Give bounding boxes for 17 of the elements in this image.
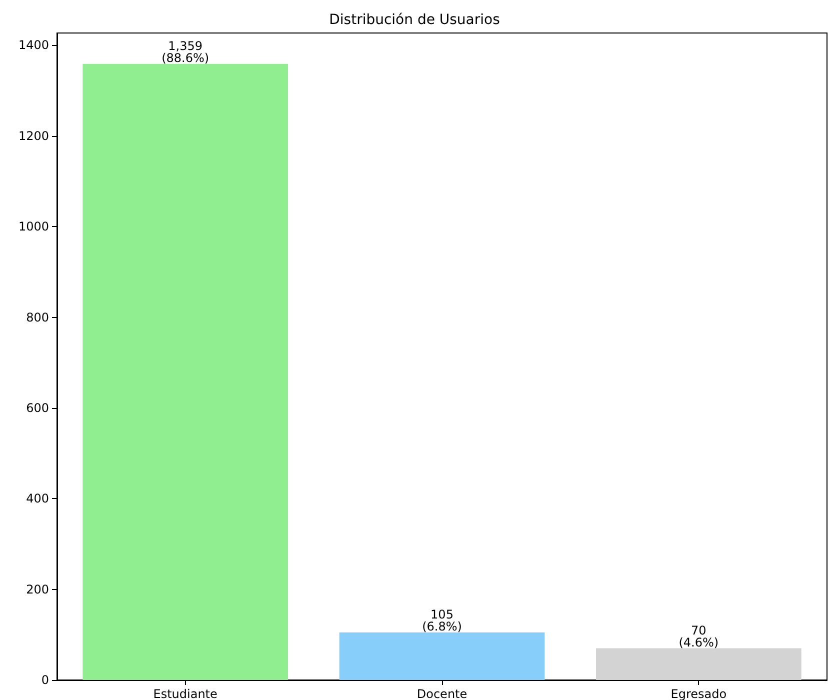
y-tick-label: 1000 [18,220,49,234]
bar [82,64,288,680]
y-tick-label: 1400 [18,38,49,52]
y-tick-label: 600 [26,400,49,415]
y-tick-label: 0 [41,673,49,687]
x-tick-label: Estudiante [153,687,218,700]
bar [339,632,545,680]
y-tick-label: 800 [26,310,49,324]
y-tick-label: 1200 [18,128,49,143]
bar [596,648,802,680]
y-tick-label: 200 [26,582,49,596]
data-label: 105 (6.8%) [422,607,462,634]
y-tick-label: 400 [26,492,49,506]
chart-title: Distribución de Usuarios [329,12,500,28]
data-label: 1,359 (88.6%) [162,38,210,65]
data-label: 70 (4.6%) [678,623,719,650]
x-tick-label: Docente [416,687,468,700]
